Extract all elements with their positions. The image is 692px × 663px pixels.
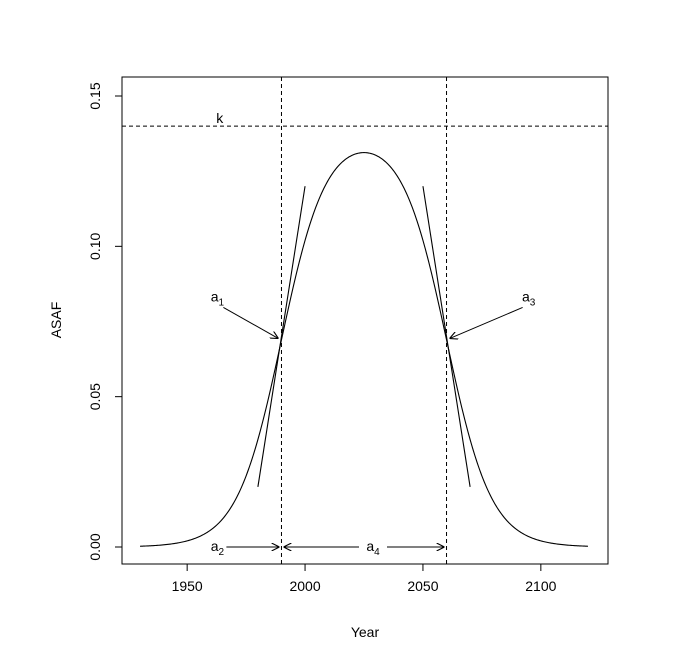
- x-tick-label: 2100: [525, 578, 556, 594]
- annotations: k a1 a3 a2 a4: [211, 110, 536, 558]
- x-axis-title: Year: [351, 624, 380, 640]
- annotation-k: k: [216, 110, 224, 126]
- x-tick-label: 2000: [289, 578, 320, 594]
- x-tick-label: 1950: [172, 578, 203, 594]
- reference-lines: [122, 77, 608, 564]
- annotation-a4: a4: [366, 538, 380, 558]
- y-tick-label: 0.05: [87, 383, 103, 410]
- asaf-curve: [139, 152, 589, 547]
- tangent-line: [257, 186, 306, 487]
- x-tick-label: 2050: [407, 578, 438, 594]
- plot-frame: [121, 76, 609, 565]
- arrow-a1: [223, 307, 278, 338]
- y-axis-title: ASAF: [48, 302, 64, 339]
- tangent-lines: [257, 186, 471, 487]
- annotation-a2: a2: [211, 538, 225, 558]
- y-tick-label: 0.15: [87, 82, 103, 109]
- y-tick-label: 0.00: [87, 533, 103, 560]
- y-tick-label: 0.10: [87, 232, 103, 259]
- annotation-a1: a1: [211, 288, 225, 308]
- tangent-line: [422, 186, 471, 487]
- y-axis: 0.00 0.05 0.10 0.15: [87, 82, 123, 561]
- x-axis: 1950 2000 2050 2100: [172, 563, 557, 594]
- arrow-a3: [450, 306, 523, 338]
- annotation-a3: a3: [522, 288, 536, 308]
